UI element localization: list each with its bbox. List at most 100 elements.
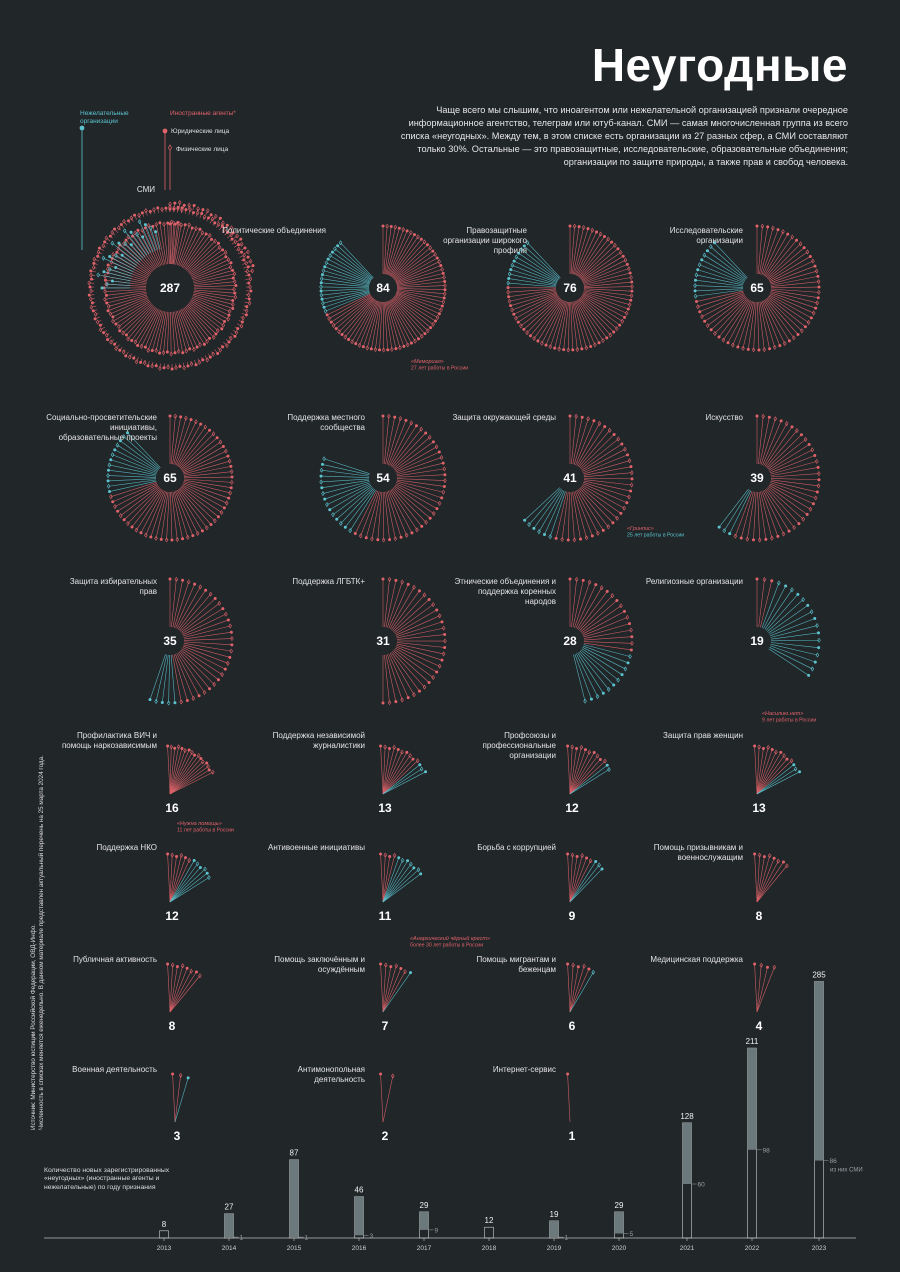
radial-dot — [320, 486, 324, 490]
radial-diamond — [762, 576, 767, 582]
radial-dot — [89, 277, 93, 281]
radial-dot — [388, 854, 392, 858]
radial-stick — [107, 283, 131, 286]
radial-stick — [189, 249, 223, 275]
radial-stick — [135, 308, 158, 342]
radial-diamond — [373, 347, 378, 353]
radial-diamond — [419, 766, 424, 772]
radial-dot — [191, 211, 195, 215]
radial-stick — [344, 298, 375, 338]
radial-stick — [355, 300, 378, 344]
radial-stick — [396, 642, 445, 648]
radial-dot — [106, 309, 110, 313]
radial-stick — [394, 485, 434, 514]
radial-stick — [583, 292, 629, 310]
radial-stick — [576, 300, 600, 343]
radial-stick — [97, 320, 102, 323]
radial-stick — [729, 490, 752, 534]
radial-stick — [106, 237, 111, 242]
radial-stick — [182, 647, 226, 670]
radial-stick — [769, 483, 814, 505]
radial-stick — [770, 288, 819, 293]
radial-total: 84 — [376, 281, 390, 295]
radial-stick — [145, 310, 162, 348]
radial-diamond — [608, 332, 613, 338]
radial-stick — [169, 873, 208, 903]
radial-dot — [626, 307, 630, 311]
radial-stick — [395, 292, 442, 311]
radial-stick — [524, 487, 560, 521]
radial-diamond — [89, 296, 93, 302]
radial-stick — [770, 289, 819, 298]
radial-stick — [382, 749, 399, 795]
radial-stick — [575, 231, 597, 276]
radial-dot — [433, 319, 437, 323]
radial-dot — [191, 534, 195, 538]
radial-dot — [443, 645, 447, 649]
radial-stick — [178, 227, 193, 266]
bar-year-label: 2020 — [612, 1245, 627, 1252]
radial-diamond — [532, 335, 536, 342]
radial-diamond — [809, 609, 814, 615]
radial-label: помощь наркозависимым — [62, 741, 157, 750]
radial-stick — [131, 217, 134, 222]
radial-stick — [142, 236, 152, 253]
radial-diamond — [226, 660, 230, 666]
radial-diamond — [782, 753, 786, 759]
radial-diamond — [144, 208, 148, 214]
bar-media-label: 5 — [630, 1231, 634, 1238]
radial-stick — [167, 746, 171, 795]
radial-stick — [526, 297, 561, 333]
radial-diamond — [187, 202, 191, 208]
radial-label: прав — [140, 587, 157, 596]
radial-stick — [175, 311, 187, 351]
radial-dot — [423, 332, 427, 336]
radial-stick — [396, 480, 444, 493]
radial-diamond — [415, 758, 420, 764]
radial-stick — [355, 490, 378, 534]
radial-stick — [756, 749, 773, 795]
radial-stick — [242, 262, 247, 265]
radial-stick — [393, 296, 431, 328]
radial-stick — [727, 300, 751, 343]
radial-dot — [92, 261, 96, 265]
radial-stick — [583, 480, 631, 492]
radial-stick — [770, 478, 819, 481]
radial-stick — [575, 584, 597, 629]
radial-dot — [106, 468, 110, 472]
radial-stick — [389, 232, 412, 276]
radial-diamond — [217, 600, 222, 606]
radial-stick — [169, 855, 182, 903]
radial-stick — [321, 479, 370, 489]
radial-dot — [221, 607, 225, 611]
radial-stick — [396, 290, 444, 303]
radial-stick — [193, 293, 233, 305]
radial-stick — [767, 296, 806, 327]
radial-label: военнослужащим — [678, 853, 743, 862]
radial-stick — [387, 301, 405, 347]
radial-stick — [541, 300, 564, 344]
radial-diamond — [87, 280, 91, 286]
radial-stick — [385, 301, 397, 349]
radial-dot — [111, 315, 115, 319]
radial-dot — [512, 312, 516, 316]
radial-stick — [197, 358, 200, 363]
radial-dot — [186, 364, 190, 368]
radial-dot — [158, 221, 162, 225]
radial-stick — [508, 278, 557, 287]
radial-diamond — [441, 651, 446, 657]
radial-dot — [755, 577, 759, 581]
radial-diamond — [154, 698, 158, 704]
radial-stick — [583, 641, 632, 644]
radial-stick — [367, 301, 380, 349]
radial-stick — [178, 489, 208, 529]
radial-stick — [573, 418, 589, 465]
radial-diamond — [422, 592, 427, 598]
radial-label: Борьба с коррупцией — [477, 843, 556, 852]
radial-dot — [815, 490, 819, 494]
radial-stick — [379, 301, 383, 350]
radial-diamond — [571, 962, 575, 968]
radial-stick — [112, 299, 150, 322]
radial-dot — [200, 211, 204, 215]
